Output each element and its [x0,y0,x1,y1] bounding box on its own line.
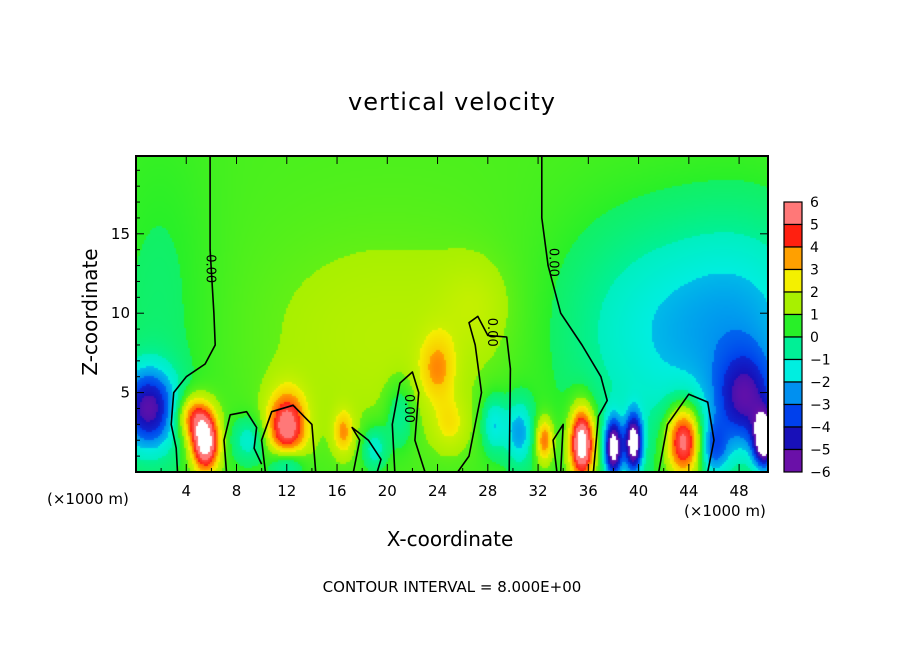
zero-contour-line [552,423,565,473]
contour-label: 0.00 [401,394,416,423]
colorbar-swatch [783,246,803,271]
zero-contour-line [223,410,263,473]
chart-title: vertical velocity [348,88,556,116]
zero-contour-line [540,156,609,473]
colorbar-label: 4 [810,240,819,256]
zero-contour-line [457,315,512,473]
colorbar-swatch [783,223,803,248]
contour-label: 0.00 [203,254,218,283]
colorbar-swatch [783,291,803,316]
zero-contour-line [657,393,715,473]
colorbar-swatch [783,358,803,383]
colorbar-label: 1 [810,308,819,324]
filled-contour-field [136,156,768,472]
colorbar-swatch [783,403,803,428]
x-tick-label: 28 [478,482,497,500]
y-tick-label: 15 [111,225,130,243]
x-tick-label: 32 [529,482,548,500]
colorbar-swatch [783,201,803,226]
colorbar-label: 0 [810,330,819,346]
colorbar-swatch [783,313,803,338]
x-tick-label: 40 [629,482,648,500]
colorbar-label: −3 [810,398,831,414]
zero-contour-line [351,426,382,473]
colorbar-label: −4 [810,420,831,436]
zero-contour-line [391,371,426,473]
colorbar-swatch [783,448,803,473]
x-axis-label: X-coordinate [386,527,514,551]
y-tick-label: 5 [120,384,130,402]
colorbar-label: −6 [810,465,831,481]
x-tick-label: 12 [277,482,296,500]
colorbar-label: 5 [810,218,819,234]
x-tick-label: 36 [579,482,598,500]
contour-label: 0.00 [546,248,561,277]
plot-overlay: 0.00 0.000.000.004 8 12 16 20 24 28 32 36 40 44 4851… [111,155,769,500]
colorbar-label: 3 [810,263,819,279]
colorbar-swatch [783,336,803,361]
y-axis-label: Z-coordinate [78,248,102,376]
y-tick-label: 10 [111,304,130,322]
zero-contour-line [260,404,317,473]
x-unit-label: (×1000 m) [47,490,129,508]
contour-interval-note: CONTOUR INTERVAL = 8.000E+00 [322,578,582,596]
x-tick-label: 16 [327,482,346,500]
contour-label: 0.00 [484,318,499,347]
colorbar-label: −5 [810,443,831,459]
colorbar-label: 2 [810,285,819,301]
colorbar-swatch [783,426,803,451]
x-tick-label: 44 [679,482,698,500]
x-tick-label: 8 [232,482,242,500]
x-tick-label: 24 [428,482,447,500]
plot-frame [135,155,769,473]
colorbar-label: 6 [810,195,819,211]
colorbar-swatch [783,381,803,406]
colorbar-swatch [783,268,803,293]
x-tick-label: 4 [181,482,191,500]
zero-contour-line [170,156,216,473]
colorbar-label: −1 [810,353,831,369]
x-tick-label: 48 [730,482,749,500]
x-tick-label: 20 [378,482,397,500]
colorbar-label: −2 [810,375,831,391]
x-unit-label-right: (×1000 m) [684,502,766,520]
plot-area: 0.00 0.00 0.00 0.00 4 8 12 16 20 24 28 32 36 40 44 48 5 1… [111,155,769,500]
